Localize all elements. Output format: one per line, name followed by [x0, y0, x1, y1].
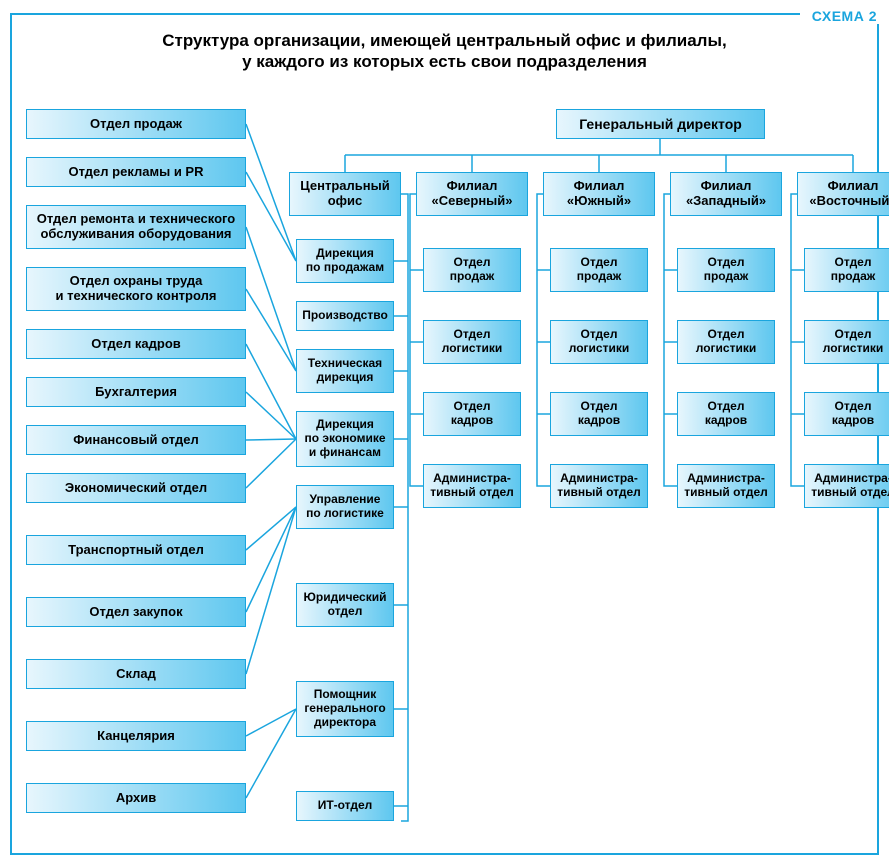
org-node-label: Дирекция по продажам: [306, 247, 384, 275]
org-node-label: Склад: [116, 667, 156, 682]
org-node-label: Администра- тивный отдел: [557, 472, 641, 500]
chart-title-line: у каждого из которых есть свои подраздел…: [0, 51, 889, 72]
org-node-l11: Канцелярия: [26, 721, 246, 751]
org-node-b-n: Филиал «Северный»: [416, 172, 528, 216]
org-node-l7: Экономический отдел: [26, 473, 246, 503]
org-node-label: Филиал «Южный»: [567, 179, 631, 209]
org-node-c6: Помощник генерального директора: [296, 681, 394, 737]
org-node-label: Администра- тивный отдел: [430, 472, 514, 500]
org-node-l12: Архив: [26, 783, 246, 813]
org-node-label: Отдел кадров: [578, 400, 620, 428]
org-node-c2: Техническая дирекция: [296, 349, 394, 393]
org-node-l4: Отдел кадров: [26, 329, 246, 359]
org-node-w1: Отдел логистики: [677, 320, 775, 364]
org-node-label: Администра- тивный отдел: [811, 472, 889, 500]
org-node-e3: Администра- тивный отдел: [804, 464, 889, 508]
org-node-label: ИТ-отдел: [318, 799, 373, 813]
org-node-w0: Отдел продаж: [677, 248, 775, 292]
org-node-label: Дирекция по экономике и финансам: [304, 418, 385, 459]
org-node-l10: Склад: [26, 659, 246, 689]
org-node-label: Отдел кадров: [832, 400, 874, 428]
org-node-n2: Отдел кадров: [423, 392, 521, 436]
org-node-s2: Отдел кадров: [550, 392, 648, 436]
org-node-label: Канцелярия: [97, 729, 175, 744]
org-node-label: Филиал «Северный»: [431, 179, 512, 209]
org-node-l5: Бухгалтерия: [26, 377, 246, 407]
org-node-c5: Юридический отдел: [296, 583, 394, 627]
schema-label: СХЕМА 2: [812, 8, 877, 24]
org-node-label: Управление по логистике: [306, 493, 384, 521]
org-node-c1: Производство: [296, 301, 394, 331]
org-node-l2: Отдел ремонта и технического обслуживани…: [26, 205, 246, 249]
org-node-label: Финансовый отдел: [73, 433, 198, 448]
org-node-label: Отдел охраны труда и технического контро…: [56, 274, 217, 304]
org-node-label: Отдел продаж: [831, 256, 876, 284]
org-node-label: Филиал «Восточный»: [809, 179, 889, 209]
org-node-label: Техническая дирекция: [308, 357, 382, 385]
org-node-gm: Генеральный директор: [556, 109, 765, 139]
org-node-label: Центральный офис: [300, 179, 389, 209]
org-node-label: Производство: [302, 309, 388, 323]
org-node-label: Отдел продаж: [90, 117, 182, 132]
org-node-l0: Отдел продаж: [26, 109, 246, 139]
org-node-label: Отдел логистики: [823, 328, 883, 356]
org-node-c7: ИТ-отдел: [296, 791, 394, 821]
org-node-label: Помощник генерального директора: [304, 688, 385, 729]
org-node-c3: Дирекция по экономике и финансам: [296, 411, 394, 467]
org-node-e2: Отдел кадров: [804, 392, 889, 436]
org-chart: СХЕМА 2 Структура организации, имеющей це…: [0, 0, 889, 865]
org-node-label: Юридический отдел: [304, 591, 387, 619]
org-node-label: Отдел логистики: [442, 328, 502, 356]
org-node-w2: Отдел кадров: [677, 392, 775, 436]
org-node-co: Центральный офис: [289, 172, 401, 216]
org-node-b-w: Филиал «Западный»: [670, 172, 782, 216]
org-node-label: Отдел закупок: [89, 605, 182, 620]
org-node-n3: Администра- тивный отдел: [423, 464, 521, 508]
org-node-label: Отдел кадров: [91, 337, 181, 352]
org-node-l3: Отдел охраны труда и технического контро…: [26, 267, 246, 311]
org-node-label: Экономический отдел: [65, 481, 207, 496]
chart-title: Структура организации, имеющей центральн…: [0, 30, 889, 72]
org-node-label: Отдел логистики: [696, 328, 756, 356]
org-node-label: Бухгалтерия: [95, 385, 177, 400]
org-node-label: Отдел кадров: [451, 400, 493, 428]
org-node-label: Отдел ремонта и технического обслуживани…: [37, 212, 236, 242]
org-node-label: Отдел кадров: [705, 400, 747, 428]
org-node-label: Отдел рекламы и PR: [69, 165, 204, 180]
org-node-l6: Финансовый отдел: [26, 425, 246, 455]
org-node-s1: Отдел логистики: [550, 320, 648, 364]
org-node-l1: Отдел рекламы и PR: [26, 157, 246, 187]
org-node-c4: Управление по логистике: [296, 485, 394, 529]
org-node-b-e: Филиал «Восточный»: [797, 172, 889, 216]
org-node-label: Транспортный отдел: [68, 543, 204, 558]
org-node-label: Отдел логистики: [569, 328, 629, 356]
org-node-label: Администра- тивный отдел: [684, 472, 768, 500]
org-node-l8: Транспортный отдел: [26, 535, 246, 565]
org-node-label: Отдел продаж: [450, 256, 495, 284]
org-node-label: Генеральный директор: [579, 116, 742, 132]
chart-title-line: Структура организации, имеющей центральн…: [0, 30, 889, 51]
org-node-c0: Дирекция по продажам: [296, 239, 394, 283]
org-node-s3: Администра- тивный отдел: [550, 464, 648, 508]
org-node-l9: Отдел закупок: [26, 597, 246, 627]
org-node-label: Филиал «Западный»: [686, 179, 766, 209]
org-node-label: Архив: [116, 791, 156, 806]
org-node-label: Отдел продаж: [704, 256, 749, 284]
org-node-e1: Отдел логистики: [804, 320, 889, 364]
org-node-w3: Администра- тивный отдел: [677, 464, 775, 508]
org-node-n1: Отдел логистики: [423, 320, 521, 364]
org-node-s0: Отдел продаж: [550, 248, 648, 292]
org-node-n0: Отдел продаж: [423, 248, 521, 292]
org-node-b-s: Филиал «Южный»: [543, 172, 655, 216]
org-node-label: Отдел продаж: [577, 256, 622, 284]
org-node-e0: Отдел продаж: [804, 248, 889, 292]
